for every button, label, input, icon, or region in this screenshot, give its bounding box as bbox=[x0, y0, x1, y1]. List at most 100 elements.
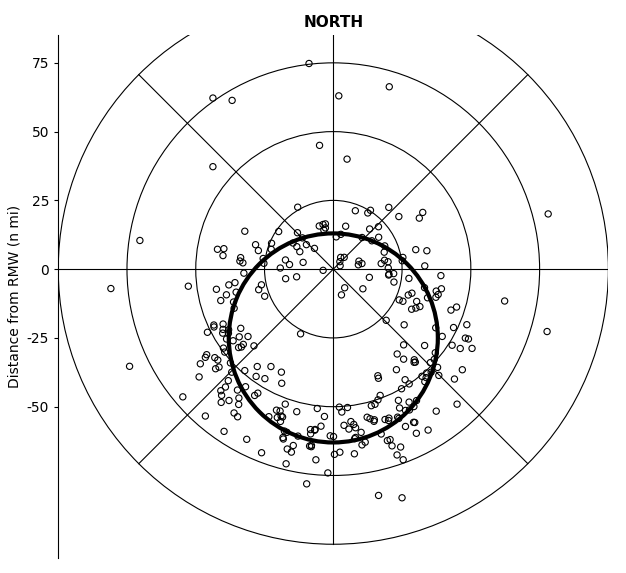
Point bbox=[229, 409, 239, 418]
Point bbox=[325, 431, 335, 441]
Point bbox=[135, 236, 145, 245]
Point bbox=[319, 412, 329, 421]
Point bbox=[431, 286, 441, 296]
Point bbox=[409, 355, 419, 364]
Point bbox=[217, 391, 227, 400]
Point bbox=[282, 427, 292, 437]
Point bbox=[362, 413, 372, 422]
Point bbox=[183, 282, 193, 291]
Point bbox=[223, 376, 233, 385]
Point bbox=[409, 418, 419, 427]
Point bbox=[409, 402, 419, 411]
Point bbox=[421, 373, 431, 382]
Point bbox=[394, 414, 404, 423]
Point bbox=[310, 425, 320, 434]
Point bbox=[384, 414, 394, 423]
Point bbox=[257, 280, 267, 289]
Point bbox=[404, 405, 414, 414]
Point bbox=[210, 364, 220, 374]
Point bbox=[463, 335, 473, 344]
Point bbox=[316, 422, 326, 431]
Point bbox=[253, 388, 263, 398]
Point bbox=[415, 302, 425, 311]
Point bbox=[307, 441, 317, 450]
Point bbox=[394, 295, 404, 304]
Point bbox=[365, 225, 375, 234]
Point bbox=[280, 399, 290, 409]
Point bbox=[242, 435, 252, 444]
Point bbox=[288, 441, 298, 450]
Point bbox=[310, 426, 320, 435]
Point bbox=[409, 358, 419, 367]
Point bbox=[213, 355, 223, 364]
Point bbox=[275, 417, 285, 426]
Point bbox=[125, 362, 135, 371]
Point bbox=[219, 244, 229, 253]
Point bbox=[295, 329, 305, 339]
Point bbox=[354, 257, 364, 266]
Point bbox=[331, 232, 341, 241]
Point bbox=[194, 372, 204, 382]
Point bbox=[379, 256, 389, 265]
Point bbox=[404, 379, 414, 388]
Point bbox=[222, 335, 232, 344]
Point bbox=[396, 384, 406, 393]
Point bbox=[220, 347, 230, 356]
Point bbox=[202, 350, 212, 359]
Point bbox=[423, 293, 433, 303]
Point bbox=[275, 406, 285, 415]
Point bbox=[412, 297, 422, 306]
Point bbox=[362, 209, 372, 218]
Point bbox=[357, 233, 367, 242]
Point bbox=[287, 448, 297, 457]
Point bbox=[210, 353, 220, 362]
Point bbox=[292, 242, 302, 251]
Point bbox=[401, 422, 411, 431]
Point bbox=[339, 253, 349, 262]
Point bbox=[314, 221, 324, 230]
Point bbox=[321, 223, 331, 233]
Point bbox=[375, 391, 385, 400]
Point bbox=[214, 363, 224, 372]
Point bbox=[398, 253, 408, 262]
Point bbox=[223, 329, 233, 338]
Point bbox=[384, 270, 394, 279]
Point bbox=[374, 491, 384, 500]
Point bbox=[240, 382, 250, 391]
Point bbox=[264, 412, 274, 421]
Point bbox=[250, 240, 260, 249]
Point bbox=[360, 438, 370, 447]
Point bbox=[228, 336, 238, 346]
Point bbox=[314, 141, 324, 150]
Point bbox=[231, 288, 241, 297]
Point bbox=[277, 379, 287, 388]
Point bbox=[279, 434, 289, 444]
Point bbox=[391, 365, 401, 374]
Point bbox=[351, 206, 361, 215]
Point bbox=[329, 432, 339, 441]
Point bbox=[433, 290, 443, 299]
Point bbox=[366, 206, 376, 215]
Point bbox=[234, 394, 244, 403]
Point bbox=[258, 254, 268, 263]
Point bbox=[419, 283, 429, 292]
Point bbox=[369, 415, 379, 425]
Point bbox=[458, 365, 468, 374]
Point bbox=[276, 411, 286, 421]
Point bbox=[195, 359, 205, 368]
Point bbox=[254, 285, 264, 295]
Point bbox=[349, 434, 359, 444]
Point bbox=[353, 260, 363, 269]
Point bbox=[301, 240, 311, 249]
Point bbox=[467, 344, 477, 353]
Point bbox=[383, 257, 393, 266]
Point bbox=[233, 412, 243, 421]
Point bbox=[418, 208, 428, 217]
Point bbox=[224, 396, 234, 405]
Point bbox=[399, 320, 409, 329]
Point bbox=[277, 367, 287, 376]
Point bbox=[252, 362, 262, 371]
Point bbox=[249, 342, 259, 351]
Point bbox=[389, 269, 399, 278]
Point bbox=[257, 448, 267, 457]
